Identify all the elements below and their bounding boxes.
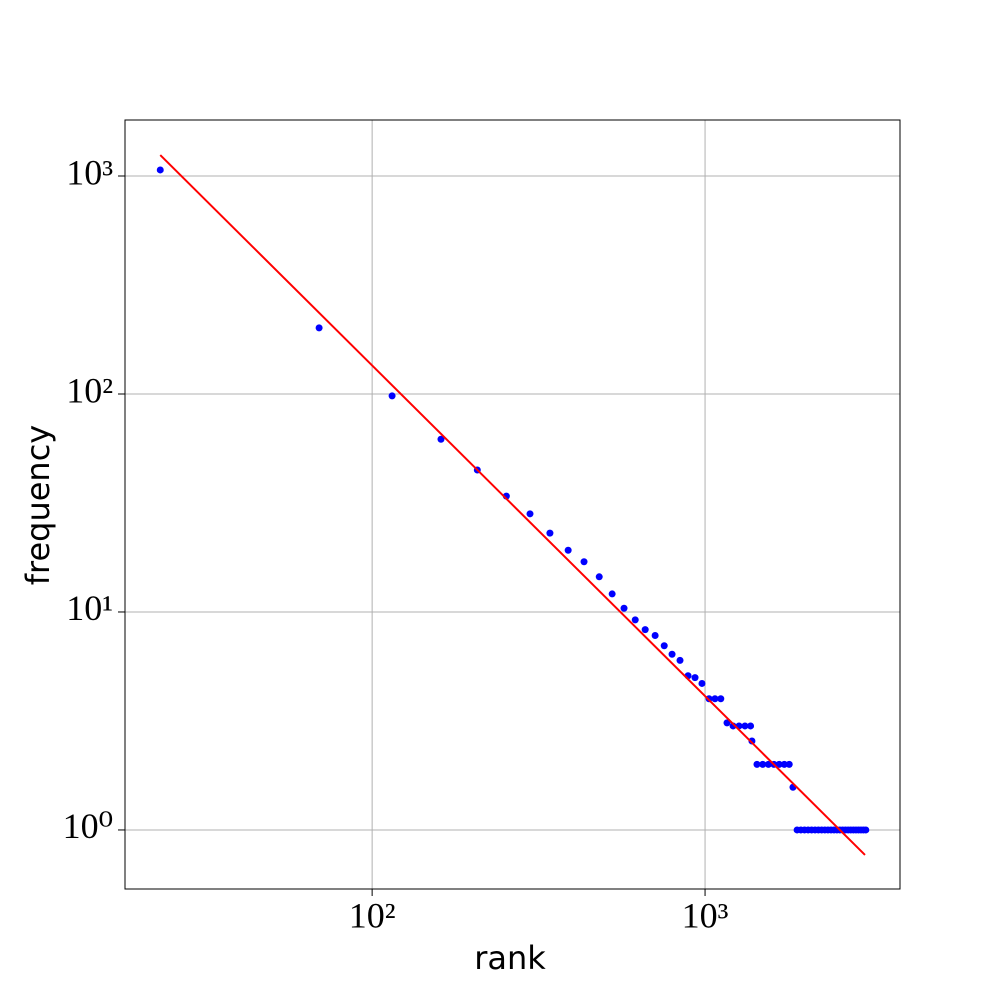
point [595, 573, 603, 581]
point [315, 324, 323, 332]
point [862, 826, 870, 834]
point [608, 590, 616, 598]
point [785, 760, 793, 768]
y-tick-label: 10¹ [66, 588, 113, 628]
point [780, 760, 788, 768]
point [748, 737, 756, 745]
point [741, 722, 749, 730]
point [580, 558, 588, 566]
y-tick-label: 10⁰ [63, 806, 113, 846]
point [651, 632, 659, 640]
point [711, 695, 719, 703]
point [775, 760, 783, 768]
fit-line [159, 154, 866, 856]
point [660, 642, 668, 650]
point [631, 616, 639, 624]
point [388, 392, 396, 400]
x-axis-label: rank [474, 939, 546, 977]
x-tick-label: 10² [349, 895, 396, 935]
point [698, 679, 706, 687]
point [546, 529, 554, 537]
point [526, 510, 534, 518]
point [717, 695, 725, 703]
point [723, 719, 731, 727]
x-tick-label: 10³ [682, 895, 729, 935]
point [564, 546, 572, 554]
point [437, 435, 445, 443]
point [691, 674, 699, 682]
point [676, 656, 684, 664]
point [729, 722, 737, 730]
y-tick-label: 10³ [66, 152, 113, 192]
point [759, 760, 767, 768]
y-axis-label: frequency [19, 425, 57, 586]
point [620, 604, 628, 612]
point [641, 626, 649, 634]
plot-frame [124, 119, 901, 890]
point [747, 722, 755, 730]
point [764, 760, 772, 768]
point [668, 650, 676, 658]
point [156, 166, 164, 174]
y-tick-label: 10² [66, 370, 113, 410]
point [753, 760, 761, 768]
